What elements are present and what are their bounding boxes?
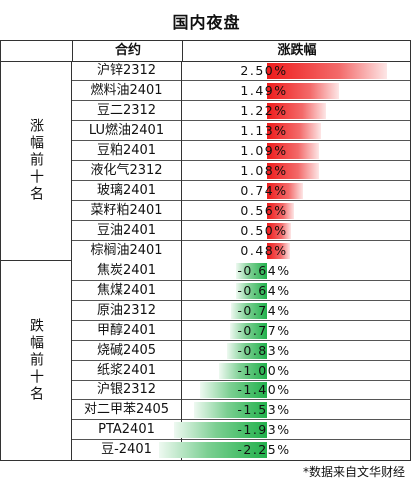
table-row: 菜籽粕2401 0.56% [72, 201, 410, 221]
change-value: -1.40% [237, 382, 291, 398]
loss-bar [236, 282, 267, 299]
loss-bar [227, 342, 267, 359]
change-value: 0.56% [240, 203, 288, 218]
table-row: 豆二2312 1.22% [72, 101, 410, 121]
group-top-losers: 跌幅前十名 [1, 261, 72, 460]
gain-bar [267, 203, 294, 219]
table-row: 沪锌2312 2.50% [72, 61, 410, 81]
loss-bar [236, 263, 267, 279]
contract-name: 原油2312 [72, 300, 182, 321]
gain-bar [267, 183, 303, 199]
loss-bar [231, 302, 267, 319]
gain-bar [267, 163, 319, 179]
change-value: 0.74% [240, 183, 288, 198]
contract-name: 菜籽粕2401 [72, 201, 182, 221]
table-row: 烧碱2405 -0.83% [72, 340, 410, 361]
group-top-gainers: 涨幅前十名 [1, 61, 72, 261]
change-value: -0.77% [237, 322, 291, 338]
change-value: -1.93% [237, 422, 291, 438]
change-value: -0.64% [237, 282, 291, 298]
header-change: 涨跌幅 [182, 41, 411, 61]
table-row: 豆-2401 -2.25% [72, 440, 410, 461]
table-row: PTA2401 -1.93% [72, 420, 410, 441]
change-value: 0.50% [240, 223, 288, 238]
contract-name: 对二甲苯2405 [72, 400, 182, 421]
table-row: 燃料油2401 1.49% [72, 81, 410, 101]
table-header: 合约 涨跌幅 [1, 41, 410, 62]
loss-bar [193, 402, 267, 419]
gain-bar [267, 103, 326, 119]
contract-name: LU燃油2401 [72, 121, 182, 141]
gain-bar [267, 123, 322, 139]
change-value: 1.13% [240, 123, 288, 138]
table-row: 豆油2401 0.50% [72, 221, 410, 241]
contract-name: 棕榈油2401 [72, 241, 182, 261]
gain-bar [267, 63, 387, 79]
table-row: 原油2312 -0.74% [72, 300, 410, 321]
contract-name: 甲醇2401 [72, 320, 182, 341]
contract-name: 豆粕2401 [72, 141, 182, 161]
gain-bar [267, 143, 320, 159]
contract-name: 沪锌2312 [72, 61, 182, 81]
contract-name: 液化气2312 [72, 161, 182, 181]
source-note: *数据来自文华财经 [302, 465, 405, 479]
change-value: -1.00% [237, 362, 291, 378]
change-value: 0.48% [240, 243, 288, 258]
change-value: 2.50% [240, 63, 288, 78]
table-row: 焦煤2401 -0.64% [72, 280, 410, 301]
table-row: 对二甲苯2405 -1.53% [72, 400, 410, 421]
change-value: 1.09% [240, 143, 288, 158]
gain-bar [267, 243, 291, 259]
table-row: LU燃油2401 1.13% [72, 121, 410, 141]
contract-name: PTA2401 [72, 420, 182, 441]
change-value: -0.74% [237, 302, 291, 318]
contract-name: 烧碱2405 [72, 340, 182, 361]
change-value: -0.64% [237, 263, 291, 278]
chart-title: 国内夜盘 [172, 13, 241, 32]
contract-name: 纸浆2401 [72, 360, 182, 381]
gain-bar [267, 223, 291, 239]
contract-name: 焦炭2401 [72, 261, 182, 281]
table-row: 纸浆2401 -1.00% [72, 360, 410, 381]
loss-bar [199, 382, 267, 399]
contract-name: 沪银2312 [72, 380, 182, 401]
table-row: 焦炭2401 -0.64% [72, 261, 410, 281]
change-value: -0.83% [237, 342, 291, 358]
table-row: 沪银2312 -1.40% [72, 380, 410, 401]
table-row: 棕榈油2401 0.48% [72, 241, 410, 261]
change-value: 1.08% [240, 163, 288, 178]
change-value: 1.49% [240, 83, 288, 98]
loss-bar [159, 442, 267, 459]
contract-name: 豆二2312 [72, 101, 182, 121]
change-value: -1.53% [237, 402, 291, 418]
table-body: 沪锌2312 2.50% 燃料油2401 1.49% 豆二2312 1.22% LU燃油24… [72, 61, 410, 461]
table-row: 甲醇2401 -0.77% [72, 320, 410, 341]
group-bottom-label: 跌幅前十名 [28, 318, 44, 403]
change-value: 1.22% [240, 103, 288, 118]
ranking-table: 合约 涨跌幅 涨幅前十名 跌幅前十名 沪锌2312 2.50% 燃料油2401 1.4… [0, 40, 411, 461]
contract-name: 焦煤2401 [72, 280, 182, 301]
contract-name: 豆油2401 [72, 221, 182, 241]
change-value: -2.25% [237, 442, 291, 458]
table-row: 豆粕2401 1.09% [72, 141, 410, 161]
header-contract: 合约 [72, 41, 183, 61]
contract-name: 玻璃2401 [72, 181, 182, 201]
table-row: 玻璃2401 0.74% [72, 181, 410, 201]
group-top-label: 涨幅前十名 [28, 118, 44, 203]
loss-bar [219, 362, 267, 379]
table-row: 液化气2312 1.08% [72, 161, 410, 181]
loss-bar [174, 422, 267, 439]
contract-name: 燃料油2401 [72, 81, 182, 101]
gain-bar [267, 83, 339, 99]
loss-bar [230, 322, 267, 339]
